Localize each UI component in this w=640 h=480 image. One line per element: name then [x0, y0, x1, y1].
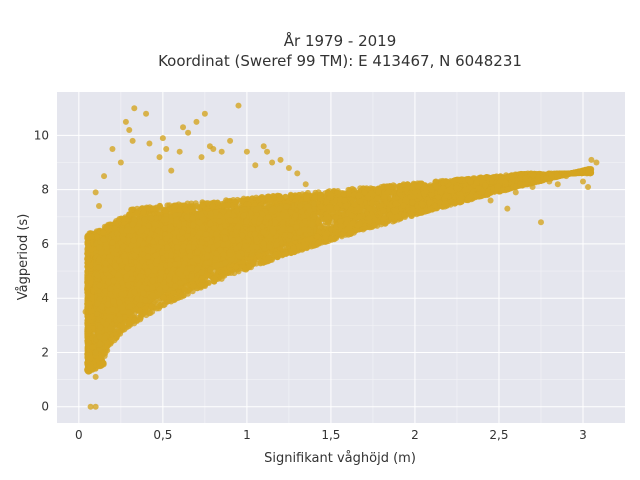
chart-title-line-1: År 1979 - 2019 [284, 31, 397, 50]
data-points [82, 102, 600, 410]
chart-title-line-2: Koordinat (Sweref 99 TM): E 413467, N 60… [158, 52, 522, 70]
